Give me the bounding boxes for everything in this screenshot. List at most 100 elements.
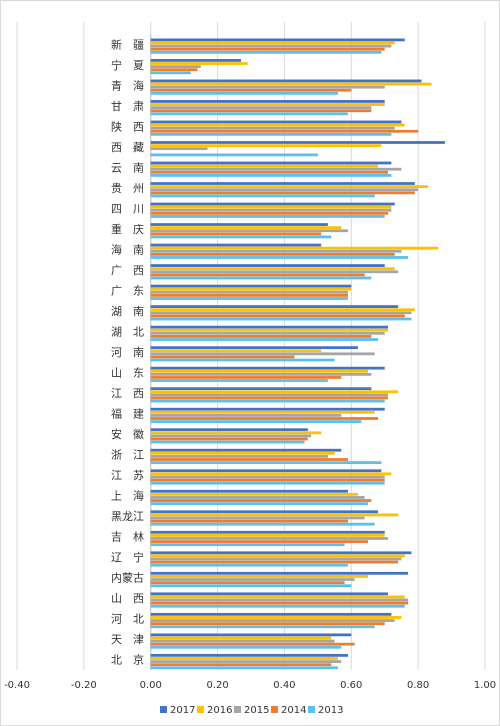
bar-2014 (150, 232, 322, 236)
bar-2014 (150, 88, 352, 92)
bar-2016 (150, 492, 358, 496)
category-label: 四 川 (111, 202, 144, 215)
bar-2016 (150, 636, 332, 640)
bar-2016 (150, 657, 338, 660)
bar-2017 (150, 510, 379, 514)
bar-2017 (150, 469, 382, 473)
bar-2015 (150, 85, 385, 89)
bar-2017 (150, 59, 241, 62)
bar-2014 (150, 396, 389, 400)
bar-2016 (150, 554, 405, 558)
x-tick-label: 0.80 (407, 680, 429, 691)
bar-2017 (150, 407, 385, 411)
legend-swatch-2014 (271, 706, 278, 713)
category-label: 山 西 (111, 592, 144, 605)
bar-2017 (150, 38, 405, 42)
bar-2013 (150, 358, 335, 362)
bar-2015 (150, 496, 365, 499)
bar-2013 (150, 215, 385, 218)
bar-2016 (150, 472, 392, 476)
x-tick-label: 1.00 (474, 680, 496, 691)
bar-2016 (150, 410, 375, 414)
bar-2013 (150, 666, 338, 670)
bar-2013 (150, 297, 348, 300)
bar-2014 (150, 376, 342, 379)
bar-2016 (150, 369, 368, 373)
category-label: 河 南 (111, 346, 144, 359)
legend: 2017 2016 2015 2014 2013 (160, 705, 343, 716)
bar-2016 (150, 82, 432, 86)
bar-2017 (150, 202, 395, 206)
category-label: 广 东 (111, 284, 144, 297)
bar-2013 (150, 522, 375, 526)
bar-2017 (150, 571, 409, 575)
bar-2015 (150, 290, 348, 294)
category-label: 江 苏 (111, 469, 144, 482)
category-label: 内蒙古 (111, 571, 144, 585)
bar-2016 (150, 62, 248, 65)
bar-2016 (150, 267, 395, 271)
category-labels: 新 疆宁 夏青 海甘 肃陕 西西 藏云 南贵 州四 川重 庆海 南广 西广 东湖… (111, 37, 144, 666)
bar-2016 (150, 328, 389, 332)
bar-2016 (150, 164, 379, 168)
bar-2016 (150, 287, 352, 291)
bar-2013 (150, 50, 382, 54)
bar-2013 (150, 173, 392, 177)
bar-2017 (150, 633, 352, 637)
bar-2017 (150, 448, 342, 452)
bar-2016 (150, 595, 405, 599)
bar-2015 (150, 167, 402, 171)
bar-2015 (150, 311, 412, 315)
bar-2013 (150, 420, 362, 423)
bar-2015 (150, 598, 409, 602)
bar-2013 (150, 645, 342, 649)
bar-2016 (150, 205, 392, 209)
bar-2013 (150, 153, 318, 157)
bar-2017 (150, 79, 422, 83)
bar-2013 (150, 112, 348, 116)
legend-swatch-2015 (234, 706, 241, 713)
bar-2015 (150, 434, 312, 438)
bar-2013 (150, 481, 385, 485)
bar-2017 (150, 489, 348, 493)
bar-2017 (150, 653, 348, 657)
bar-2015 (150, 537, 389, 540)
bar-2017 (150, 243, 322, 247)
bar-2016 (150, 185, 429, 189)
bar-2014 (150, 663, 332, 667)
bar-2013 (150, 235, 332, 239)
bar-2014 (150, 252, 395, 256)
bar-2013 (150, 625, 375, 629)
bar-2015 (150, 331, 385, 335)
bar-2015 (150, 455, 328, 458)
bar-2016 (150, 431, 322, 435)
bar-2015 (150, 475, 385, 479)
bar-2014 (150, 560, 399, 564)
bar-2017 (150, 612, 392, 616)
x-tick-label: 0.00 (140, 680, 162, 691)
category-label: 青 海 (111, 78, 144, 92)
bar-2013 (150, 71, 191, 75)
bar-2015 (150, 126, 395, 130)
bar-2013 (150, 604, 405, 608)
bar-2014 (150, 437, 308, 441)
bar-2015 (150, 557, 402, 561)
category-label: 海 南 (111, 242, 144, 256)
bar-2013 (150, 502, 368, 506)
legend-label: 2013 (318, 705, 343, 716)
category-label: 西 藏 (111, 141, 144, 154)
bar-2013 (150, 194, 375, 198)
category-label: 河 北 (111, 613, 144, 626)
bar-2017 (150, 223, 328, 226)
bar-2014 (150, 355, 295, 359)
bar-2016 (150, 144, 382, 147)
x-tick-label: 0.40 (273, 680, 295, 691)
bars (150, 38, 445, 670)
bar-2016 (150, 123, 405, 127)
bar-2015 (150, 516, 365, 520)
bar-2014 (150, 581, 345, 585)
category-label: 福 建 (111, 407, 144, 421)
bar-2014 (150, 642, 355, 646)
bar-2014 (150, 499, 372, 502)
bar-2016 (150, 103, 385, 106)
